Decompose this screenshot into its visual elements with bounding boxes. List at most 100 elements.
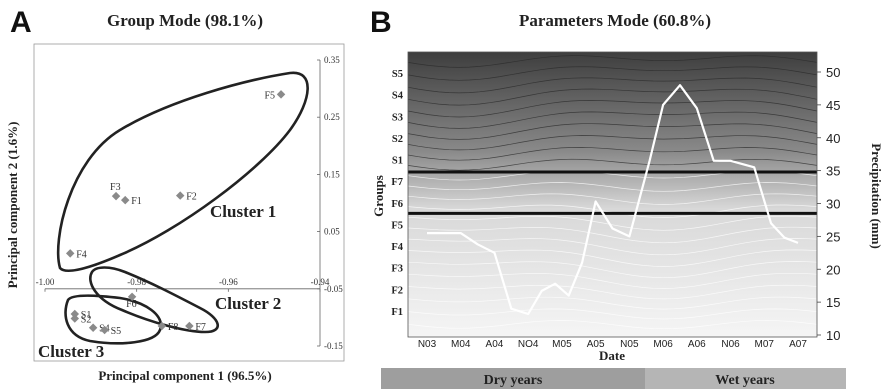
panel-a-x-tick-label: -0.98 [127,277,146,287]
data-point-label: F6 [126,299,137,310]
cluster-3-label: Cluster 3 [38,342,104,361]
data-point [185,321,194,331]
contour-line [407,238,818,256]
panel-a-y-tick-label: 0.25 [324,112,340,122]
data-point [100,325,109,335]
group-label: S2 [392,134,403,145]
date-tick-label: M06 [653,339,673,350]
data-point [70,309,80,319]
group-label: S5 [392,69,403,80]
data-point-label: F5 [264,90,275,101]
data-point-label: F3 [110,182,121,193]
panel-b-xlabel: Date [599,348,625,363]
group-label: F2 [391,285,403,296]
data-point [175,191,185,200]
precip-tick-label: 40 [826,131,840,146]
contour-line [407,308,818,320]
precip-tick-label: 10 [826,328,840,343]
contour-line [407,111,818,129]
contour-line [407,193,818,205]
contour-line [407,215,818,231]
panel-a-points: F5F3F1F2F4F6S1S2S4S5F8F7 [65,90,286,337]
contour-line [407,123,818,140]
panel-a: A Group Mode (98.1%) 0.35 0.25 0.15 0.05 -0.… [5,6,345,383]
data-point-label: F2 [186,192,197,203]
panel-a-y-tick-label: 0.15 [324,169,340,179]
contour-line [407,135,818,151]
date-tick-label: A07 [789,339,807,350]
panel-a-x-tick-label: -0.96 [219,277,238,287]
cluster-1-label: Cluster 1 [210,202,276,221]
group-label: S3 [392,112,403,123]
threshold-lines [408,170,817,215]
contour-line [407,226,818,244]
group-label: S1 [392,156,403,167]
group-label: F1 [391,307,403,318]
precip-tick-label: 45 [826,98,840,113]
panel-a-y-tick-label: -0.05 [324,284,343,294]
panel-a-y-tick-label: 0.05 [324,227,340,237]
contour-line [407,158,818,171]
date-tick-label: A05 [587,339,605,350]
panel-a-letter: A [10,6,32,39]
group-label: S4 [392,91,404,102]
panel-b-ylabel-right: Precipitation (mm) [869,143,882,249]
panel-a-clusters [56,71,309,345]
contour-line [407,261,818,279]
panel-b: B Parameters Mode (60.8%) S5 S4 S3 S2 S1 F7 F6… [370,6,882,389]
panel-a-x-tick-label: -0.94 [311,277,330,287]
contour-line [407,272,818,289]
data-point [120,195,130,205]
data-point-label: S2 [81,315,92,326]
contour-line [407,55,818,68]
group-label: F5 [391,220,403,231]
panel-a-x-tick-label: -1.00 [36,277,55,287]
cluster-3-outline [64,294,163,345]
date-tick-label: N03 [418,339,437,350]
data-point-label: F4 [76,249,87,260]
precip-axis: 10 15 20 25 30 35 40 45 50 [817,65,840,343]
precipitation-line [427,84,799,316]
contour-line [407,147,818,161]
precip-tick-label: 30 [826,197,840,212]
cluster-2-outline [89,266,219,334]
panel-b-title: Parameters Mode (60.8%) [519,11,711,30]
dry-years-band [381,368,645,389]
date-tick-label: M07 [755,339,775,350]
date-tick-label: NO4 [518,339,539,350]
panel-a-axes: 0.35 0.25 0.15 0.05 -0.05 -0.15 -1.00 -0.98 -0.9… [36,55,344,351]
contour-line [407,88,818,106]
panel-a-title: Group Mode (98.1%) [107,11,263,30]
precip-tick-label: 15 [826,295,840,310]
contour-line [407,284,818,300]
wet-years-band [645,368,846,389]
group-label: F3 [391,264,403,275]
panel-a-y-tick-label: -0.15 [324,341,343,351]
data-point-label: F8 [168,322,179,333]
data-point [111,191,121,201]
data-point-label: S1 [81,310,92,321]
contour-background [408,52,817,337]
group-label: F6 [391,199,403,210]
data-point [127,292,137,302]
date-tick-label: A04 [486,339,504,350]
cluster-1-outline [56,71,309,272]
wet-years-label: Wet years [715,373,775,388]
precip-tick-label: 35 [826,164,840,179]
group-axis: S5 S4 S3 S2 S1 F7 F6 F5 F4 F3 F2 F1 [391,69,403,318]
contour-line [407,249,818,267]
date-tick-label: A06 [688,339,706,350]
data-point-label: S5 [111,326,122,337]
data-point [70,314,80,323]
data-point [88,323,98,332]
contour-line [407,66,818,81]
contour-line [407,182,818,192]
panel-a-xlabel: Principal component 1 (96.5%) [98,368,271,383]
panel-b-frame [407,51,818,338]
group-label: F4 [391,242,403,253]
precip-tick-label: 25 [826,229,840,244]
data-point-label: F1 [131,196,142,207]
date-tick-label: N05 [620,339,639,350]
contour-line [407,296,818,310]
